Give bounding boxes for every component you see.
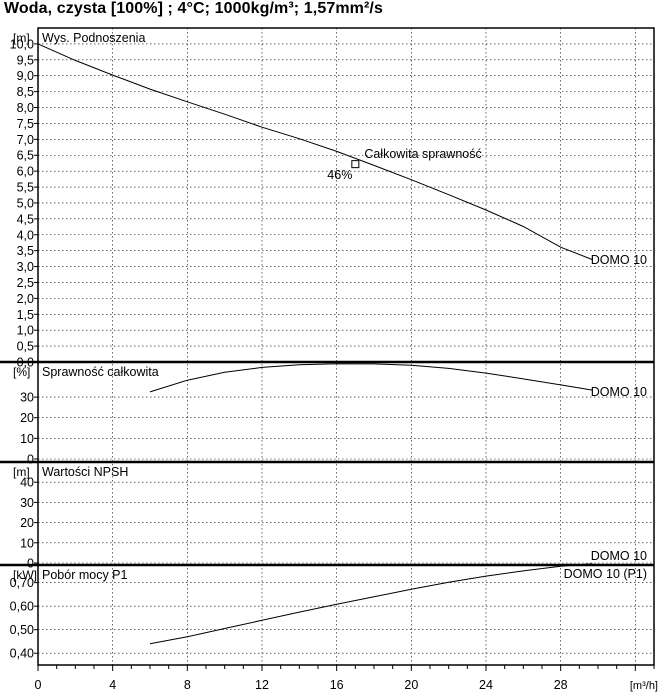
y-tick-label: 7,5	[17, 117, 34, 131]
series-line	[149, 563, 593, 645]
x-unit-label: [m³/h]	[630, 680, 658, 692]
x-tick-label: 4	[109, 678, 116, 692]
y-tick-label: 0	[27, 453, 34, 467]
efficiency-marker	[351, 160, 360, 169]
annotation-label: Całkowita sprawność	[364, 147, 481, 161]
y-tick-label: 0,5	[17, 340, 34, 354]
y-tick-label: 9,5	[17, 53, 34, 67]
y-tick-label: 8,5	[17, 85, 34, 99]
y-tick-label: 0,60	[10, 600, 34, 614]
x-tick-label: 12	[255, 678, 269, 692]
panel-power: 0,40 0,50 0,60 0,70[kW] Pobór mocy P1 DOMO 10…	[0, 563, 654, 661]
y-tick-label: 5,0	[17, 196, 34, 210]
x-tick-label: 20	[404, 678, 418, 692]
y-unit-label: [%]	[13, 365, 30, 379]
y-tick-label: 5,5	[17, 181, 34, 195]
panel-npsh: 0 10 20 30 40[m] Wartości NPSH DOMO 10	[0, 460, 654, 571]
y-tick-label: 0,70	[10, 576, 34, 590]
annotation-value: 46%	[327, 168, 352, 182]
panel-label: Wys. Podnoszenia	[42, 31, 145, 45]
x-tick-label: 28	[554, 678, 568, 692]
y-tick-label: 2,0	[17, 292, 34, 306]
series-line	[149, 363, 593, 393]
y-tick-label: 6,5	[17, 149, 34, 163]
y-tick-label: 6,0	[17, 165, 34, 179]
y-tick-label: 2,5	[17, 276, 34, 290]
x-tick-label: 8	[184, 678, 191, 692]
series-label: DOMO 10	[591, 253, 647, 267]
y-tick-label: 20	[20, 516, 34, 530]
y-tick-label: 1,5	[17, 308, 34, 322]
y-unit-label: [m]	[13, 31, 30, 45]
y-unit-label: [m]	[13, 465, 30, 479]
y-tick-label: 1,0	[17, 324, 34, 338]
y-tick-label: 10	[20, 536, 34, 550]
panel-label: Sprawność całkowita	[42, 365, 159, 379]
y-tick-label: 0,50	[10, 623, 34, 637]
panel-head: 0,00,51,01,52,02,53,03,54,04,55,05,56,06…	[10, 31, 654, 370]
y-tick-label: 40	[20, 476, 34, 490]
x-axis: 0 4 8 12 16 20 24 28 [m³/h]	[35, 665, 658, 692]
y-tick-label: 4,5	[17, 212, 34, 226]
panel-label: Wartości NPSH	[42, 465, 128, 479]
y-tick-label: 30	[20, 391, 34, 405]
y-tick-label: 10	[20, 432, 34, 446]
y-tick-label: 0,40	[10, 647, 34, 661]
y-tick-label: 8,0	[17, 101, 34, 115]
y-tick-label: 30	[20, 496, 34, 510]
series-line	[37, 43, 593, 261]
y-tick-label: 9,0	[17, 69, 34, 83]
page-title: Woda, czysta [100%] ; 4°C; 1000kg/m³; 1,…	[4, 0, 383, 17]
y-tick-label: 10,0	[10, 37, 34, 51]
y-tick-label: 4,0	[17, 228, 34, 242]
series-label: DOMO 10	[591, 549, 647, 563]
x-tick-label: 24	[479, 678, 493, 692]
y-tick-label: 20	[20, 411, 34, 425]
series-label: DOMO 10	[591, 385, 647, 399]
y-unit-label: [kW]	[13, 568, 37, 582]
y-tick-label: 3,5	[17, 244, 34, 258]
y-tick-label: 3,0	[17, 260, 34, 274]
series-label: DOMO 10 (P1)	[564, 567, 647, 581]
x-tick-label: 0	[35, 678, 42, 692]
panel-efficiency: 0 10 20 30 [%] Sprawność całkowita DOMO 10	[0, 360, 654, 467]
y-tick-label: 7,0	[17, 133, 34, 147]
x-tick-label: 16	[330, 678, 344, 692]
panel-label: Pobór mocy P1	[42, 568, 128, 582]
y-tick-label: 0	[27, 557, 34, 571]
